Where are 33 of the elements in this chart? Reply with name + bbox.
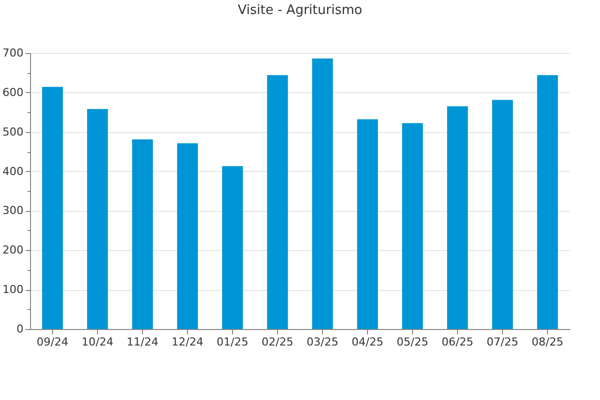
bar [492, 100, 513, 329]
x-tick-label: 12/24 [172, 336, 204, 348]
bar [222, 166, 243, 329]
bar [357, 119, 378, 329]
x-tick-label: 04/25 [352, 336, 384, 348]
x-tick-label: 07/25 [486, 336, 518, 348]
x-tick-label: 02/25 [262, 336, 294, 348]
x-tick-label: 06/25 [442, 336, 474, 348]
bar [402, 123, 423, 329]
x-tick-label: 10/24 [82, 336, 114, 348]
bar [42, 86, 63, 329]
x-tick-label: 11/24 [126, 336, 158, 348]
x-tick-label: 03/25 [306, 336, 338, 348]
chart-title: Visite - Agriturismo [238, 3, 362, 18]
bar [177, 143, 198, 329]
x-tick-label: 08/25 [532, 336, 564, 348]
bar [87, 108, 108, 329]
bar [537, 75, 558, 329]
bar [312, 58, 333, 329]
y-tick-label: 200 [2, 244, 24, 257]
y-tick-label: 400 [2, 164, 24, 178]
bar [447, 106, 468, 329]
y-tick-label: 500 [2, 125, 24, 138]
y-tick-label: 600 [2, 86, 24, 99]
bar [132, 139, 153, 329]
bar [267, 75, 288, 329]
y-tick-label: 0 [16, 322, 24, 336]
y-tick-label: 700 [2, 46, 24, 60]
x-tick-label: 05/25 [396, 336, 428, 348]
y-tick-label: 100 [2, 283, 24, 296]
x-tick-label: 09/24 [36, 336, 68, 348]
y-tick-label: 300 [2, 204, 24, 218]
x-tick-label: 01/25 [216, 336, 248, 348]
